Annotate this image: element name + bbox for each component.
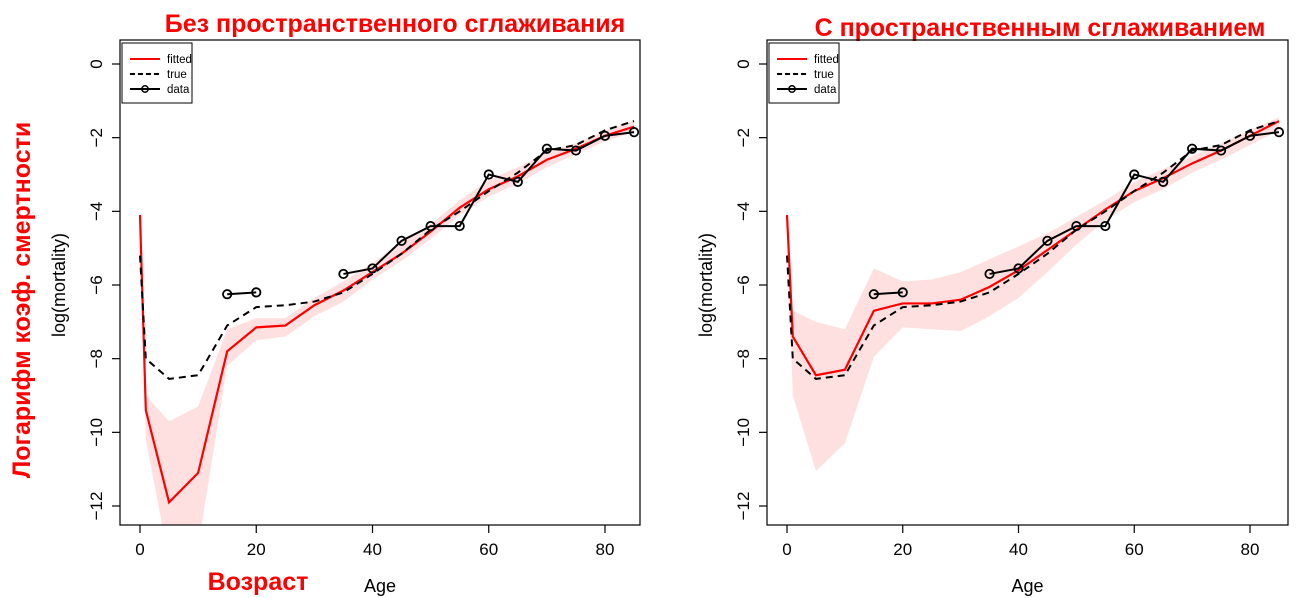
x-tick-label: 40 [1009, 540, 1028, 559]
plot-area [138, 120, 640, 525]
y-tick-label: −12 [87, 492, 106, 521]
x-tick-label: 60 [479, 540, 498, 559]
data-point [251, 287, 262, 298]
data-point [367, 263, 378, 274]
y-axis-label: log(mortality) [696, 233, 716, 337]
y-tick-label: −12 [734, 492, 753, 521]
y-tick-label: 0 [87, 59, 106, 68]
data-point [338, 268, 349, 280]
right-panel: С пространственным сглаживанием 0 20 40 60 80… [696, 14, 1289, 596]
data-point [1013, 263, 1024, 274]
xlabel-overlay: Возраст [208, 568, 309, 596]
data-point [1215, 145, 1227, 156]
series-true-line [139, 120, 635, 380]
y-axis-label: log(mortality) [49, 233, 69, 337]
y-tick-label: −6 [734, 275, 753, 294]
y-tick-label: 0 [734, 59, 753, 68]
x-tick-label: 20 [893, 540, 912, 559]
left-panel: Без пространственного сглаживания 0 20 40 60… [49, 10, 641, 596]
data-point [570, 145, 582, 156]
series-true-line [786, 120, 1280, 380]
data-point [984, 268, 995, 280]
y-tick-label: −4 [87, 202, 106, 221]
legend-label: data [814, 84, 837, 96]
legend-marker [788, 85, 796, 93]
x-tick-label: 80 [596, 540, 615, 559]
x-tick-label: 60 [1125, 540, 1144, 559]
y-tick-label: −10 [734, 418, 753, 447]
data-point [1244, 130, 1256, 141]
data-point [222, 289, 233, 300]
data-point [1071, 220, 1082, 232]
series-data-line [343, 131, 635, 275]
data-point [1187, 143, 1198, 154]
confidence-band [787, 117, 1279, 472]
y-tick-label: −2 [734, 128, 753, 147]
data-point [396, 235, 407, 246]
data-point [897, 287, 908, 298]
plot-frame [119, 39, 641, 526]
data-point [454, 220, 465, 232]
legend: fitted true data [121, 42, 193, 104]
chart-title: С пространственным сглаживанием [815, 14, 1266, 42]
data-point [425, 220, 436, 232]
x-axis-label: Age [1011, 576, 1043, 596]
data-point [541, 143, 552, 154]
x-tick-label: 0 [135, 540, 144, 559]
legend-label: true [814, 69, 834, 81]
ylabel-overlay: Логарифм коэф. смертности [8, 122, 36, 479]
series-data-line [989, 131, 1280, 275]
data-point [512, 176, 523, 187]
x-axis-label: Age [364, 576, 396, 596]
x-tick-label: 80 [1241, 540, 1260, 559]
data-point [1158, 176, 1169, 187]
y-tick-label: −2 [87, 128, 106, 147]
chart-title: Без пространственного сглаживания [165, 10, 625, 38]
legend-marker [141, 85, 149, 93]
legend-label: fitted [167, 54, 192, 66]
x-tick-label: 0 [782, 540, 791, 559]
legend-label: data [167, 84, 190, 96]
series-fitted-line [785, 120, 1280, 377]
data-point [868, 289, 879, 300]
y-tick-label: −10 [87, 418, 106, 447]
y-tick-label: −8 [734, 349, 753, 368]
data-point [1100, 220, 1111, 232]
data-point [1129, 169, 1140, 180]
legend: fitted true data [768, 42, 840, 104]
x-tick-label: 40 [363, 540, 382, 559]
confidence-band [140, 121, 635, 525]
data-point [483, 169, 494, 180]
y-tick-label: −8 [87, 349, 106, 368]
legend-label: true [167, 69, 187, 81]
plot-area [785, 117, 1285, 472]
plot-frame [766, 39, 1289, 526]
x-tick-label: 20 [247, 540, 266, 559]
legend-label: fitted [814, 54, 839, 66]
data-point [628, 127, 640, 138]
y-tick-label: −4 [734, 202, 753, 221]
data-point [1273, 127, 1285, 138]
data-point [1042, 235, 1053, 246]
y-tick-label: −6 [87, 275, 106, 294]
data-point [599, 130, 611, 141]
